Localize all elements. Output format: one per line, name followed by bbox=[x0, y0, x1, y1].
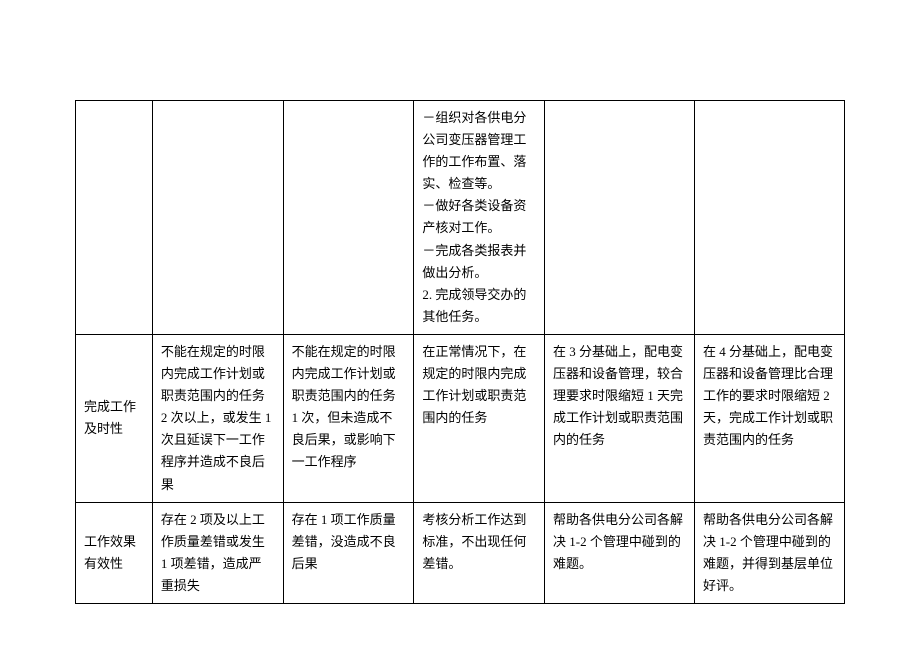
table-row: 工作效果有效性 存在 2 项及以上工作质量差错或发生 1 项差错，造成严重损失 … bbox=[76, 502, 845, 603]
row-header-timeliness: 完成工作及时性 bbox=[76, 334, 153, 502]
cell bbox=[152, 101, 283, 335]
cell bbox=[545, 101, 695, 335]
cell: 帮助各供电分公司各解决 1-2 个管理中碰到的难题，并得到基层单位好评。 bbox=[695, 502, 845, 603]
cell: 帮助各供电分公司各解决 1-2 个管理中碰到的难题。 bbox=[545, 502, 695, 603]
cell: 在正常情况下，在规定的时限内完成工作计划或职责范围内的任务 bbox=[414, 334, 545, 502]
cell: 在 3 分基础上，配电变压器和设备管理，较合理要求时限缩短 1 天完成工作计划或… bbox=[545, 334, 695, 502]
cell: 在 4 分基础上，配电变压器和设备管理比合理工作的要求时限缩短 2 天，完成工作… bbox=[695, 334, 845, 502]
cell: 存在 1 项工作质量差错，没造成不良后果 bbox=[283, 502, 414, 603]
table-row: 完成工作及时性 不能在规定的时限内完成工作计划或职责范围内的任务 2 次以上，或… bbox=[76, 334, 845, 502]
cell bbox=[695, 101, 845, 335]
cell bbox=[76, 101, 153, 335]
evaluation-table: －组织对各供电分公司变压器管理工作的工作布置、落实、检查等。－做好各类设备资产核… bbox=[75, 100, 845, 604]
cell: 考核分析工作达到标准，不出现任何差错。 bbox=[414, 502, 545, 603]
cell: 不能在规定的时限内完成工作计划或职责范围内的任务 1 次，但未造成不良后果，或影… bbox=[283, 334, 414, 502]
cell: 不能在规定的时限内完成工作计划或职责范围内的任务 2 次以上，或发生 1 次且延… bbox=[152, 334, 283, 502]
table-row: －组织对各供电分公司变压器管理工作的工作布置、落实、检查等。－做好各类设备资产核… bbox=[76, 101, 845, 335]
cell bbox=[283, 101, 414, 335]
cell: －组织对各供电分公司变压器管理工作的工作布置、落实、检查等。－做好各类设备资产核… bbox=[414, 101, 545, 335]
row-header-effectiveness: 工作效果有效性 bbox=[76, 502, 153, 603]
cell: 存在 2 项及以上工作质量差错或发生 1 项差错，造成严重损失 bbox=[152, 502, 283, 603]
